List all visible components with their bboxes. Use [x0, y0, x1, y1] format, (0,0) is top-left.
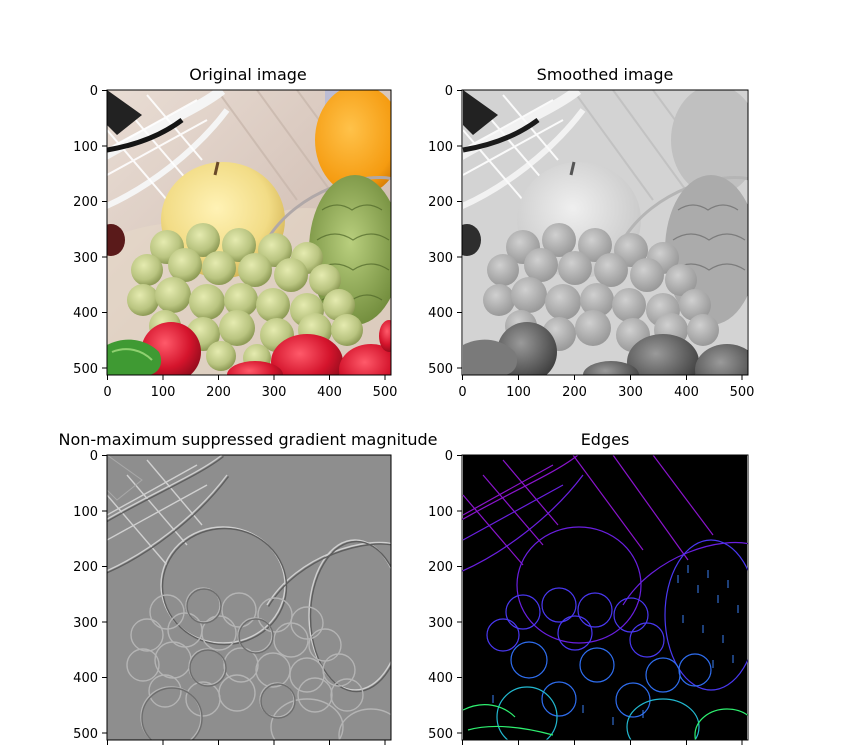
original-photo — [106, 89, 392, 376]
edges-x-axis — [462, 740, 743, 745]
original-y-axis: 0 100 200 300 400 500 — [73, 84, 107, 377]
smoothed-y-tick-400: 400 — [428, 306, 453, 321]
edges-y-axis: 0 100 200 300 400 500 — [428, 449, 462, 742]
original-y-tick-500: 500 — [73, 362, 98, 377]
nms-image — [106, 454, 392, 741]
smoothed-x-tick-500: 500 — [730, 385, 755, 400]
nms-y-tick-500: 500 — [73, 727, 98, 742]
smoothed-y-tick-0: 0 — [445, 84, 453, 99]
smoothed-y-tick-500: 500 — [428, 362, 453, 377]
nms-y-tick-300: 300 — [73, 616, 98, 631]
smoothed-photo — [461, 89, 749, 376]
nms-y-tick-200: 200 — [73, 560, 98, 575]
smoothed-x-tick-100: 100 — [506, 385, 531, 400]
original-x-tick-500: 500 — [373, 385, 398, 400]
smoothed-y-tick-100: 100 — [428, 140, 453, 155]
smoothed-x-axis: 0 100 200 300 400 500 — [458, 375, 754, 400]
original-x-tick-100: 100 — [151, 385, 176, 400]
original-x-tick-400: 400 — [317, 385, 342, 400]
smoothed-x-tick-200: 200 — [562, 385, 587, 400]
nms-y-tick-400: 400 — [73, 671, 98, 686]
smoothed-y-axis: 0 100 200 300 400 500 — [428, 84, 462, 377]
smoothed-y-tick-200: 200 — [428, 195, 453, 210]
nms-y-tick-100: 100 — [73, 505, 98, 520]
edges-y-tick-200: 200 — [428, 560, 453, 575]
title-original: Original image — [189, 65, 307, 84]
original-y-tick-300: 300 — [73, 251, 98, 266]
original-y-tick-400: 400 — [73, 306, 98, 321]
panel-smoothed: Smoothed image — [428, 65, 754, 400]
edges-y-tick-0: 0 — [445, 449, 453, 464]
nms-y-axis: 0 100 200 300 400 500 — [73, 449, 107, 742]
nms-x-axis — [107, 740, 386, 745]
original-y-tick-0: 0 — [90, 84, 98, 99]
panel-nms: Non-maximum suppressed gradient magnitud… — [58, 430, 438, 745]
title-smoothed: Smoothed image — [537, 65, 674, 84]
smoothed-x-tick-300: 300 — [618, 385, 643, 400]
smoothed-y-tick-300: 300 — [428, 251, 453, 266]
original-x-tick-300: 300 — [262, 385, 287, 400]
title-edges: Edges — [581, 430, 630, 449]
panel-original: Original image — [73, 65, 397, 400]
edges-image — [461, 454, 749, 741]
edges-y-tick-100: 100 — [428, 505, 453, 520]
title-nms: Non-maximum suppressed gradient magnitud… — [58, 430, 437, 449]
smoothed-x-tick-0: 0 — [458, 385, 466, 400]
edges-y-tick-300: 300 — [428, 616, 453, 631]
edges-y-tick-500: 500 — [428, 727, 453, 742]
edges-y-tick-400: 400 — [428, 671, 453, 686]
original-x-tick-200: 200 — [206, 385, 231, 400]
panel-edges: Edges — [428, 430, 749, 745]
original-y-tick-200: 200 — [73, 195, 98, 210]
original-x-tick-0: 0 — [103, 385, 111, 400]
nms-y-tick-0: 0 — [90, 449, 98, 464]
smoothed-x-tick-400: 400 — [674, 385, 699, 400]
original-x-axis: 0 100 200 300 400 500 — [103, 375, 397, 400]
original-y-tick-100: 100 — [73, 140, 98, 155]
